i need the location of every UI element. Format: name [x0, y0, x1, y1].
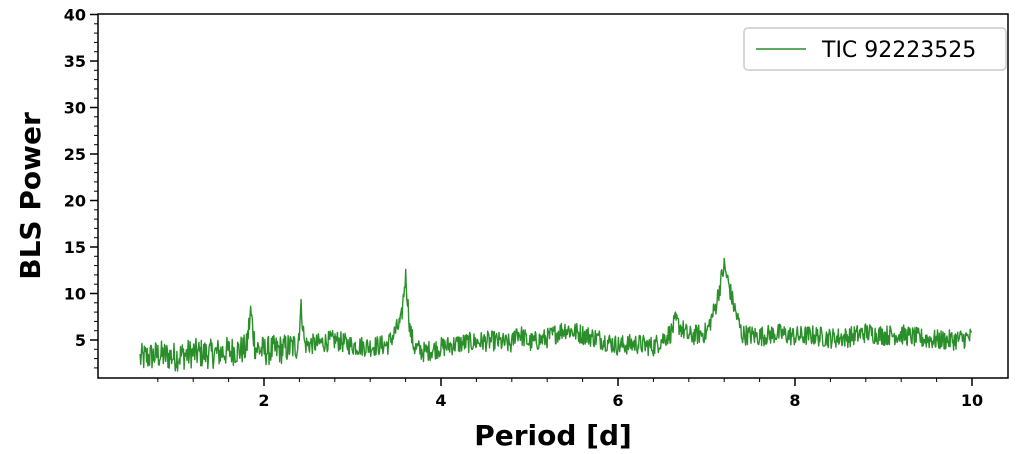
y-tick-label: 40: [64, 6, 86, 25]
y-axis-label: BLS Power: [14, 112, 47, 280]
series-line: [139, 257, 973, 372]
x-axis-label: Period [d]: [474, 419, 632, 452]
y-tick-label: 10: [64, 285, 86, 304]
axes: 2 4 6 8 10 5 10 15 20 25 30 35 40: [64, 6, 1009, 410]
y-tick-label: 25: [64, 145, 86, 164]
x-tick-label: 4: [435, 391, 446, 410]
legend-box: [743, 27, 1007, 71]
plot-area: [139, 257, 973, 372]
legend: TIC 92223525: [743, 27, 1007, 71]
y-tick-label: 35: [64, 52, 86, 71]
x-tick-label: 8: [789, 391, 800, 410]
y-tick-label: 5: [75, 331, 86, 350]
x-tick-label: 6: [612, 391, 623, 410]
y-tick-label: 15: [64, 238, 86, 257]
y-tick-label: 20: [64, 192, 86, 211]
y-tick-label: 30: [64, 99, 86, 118]
plot-frame: [97, 13, 1009, 379]
x-tick-label: 2: [258, 391, 269, 410]
x-tick-label: 10: [961, 391, 983, 410]
legend-label: TIC 92223525: [821, 38, 976, 63]
